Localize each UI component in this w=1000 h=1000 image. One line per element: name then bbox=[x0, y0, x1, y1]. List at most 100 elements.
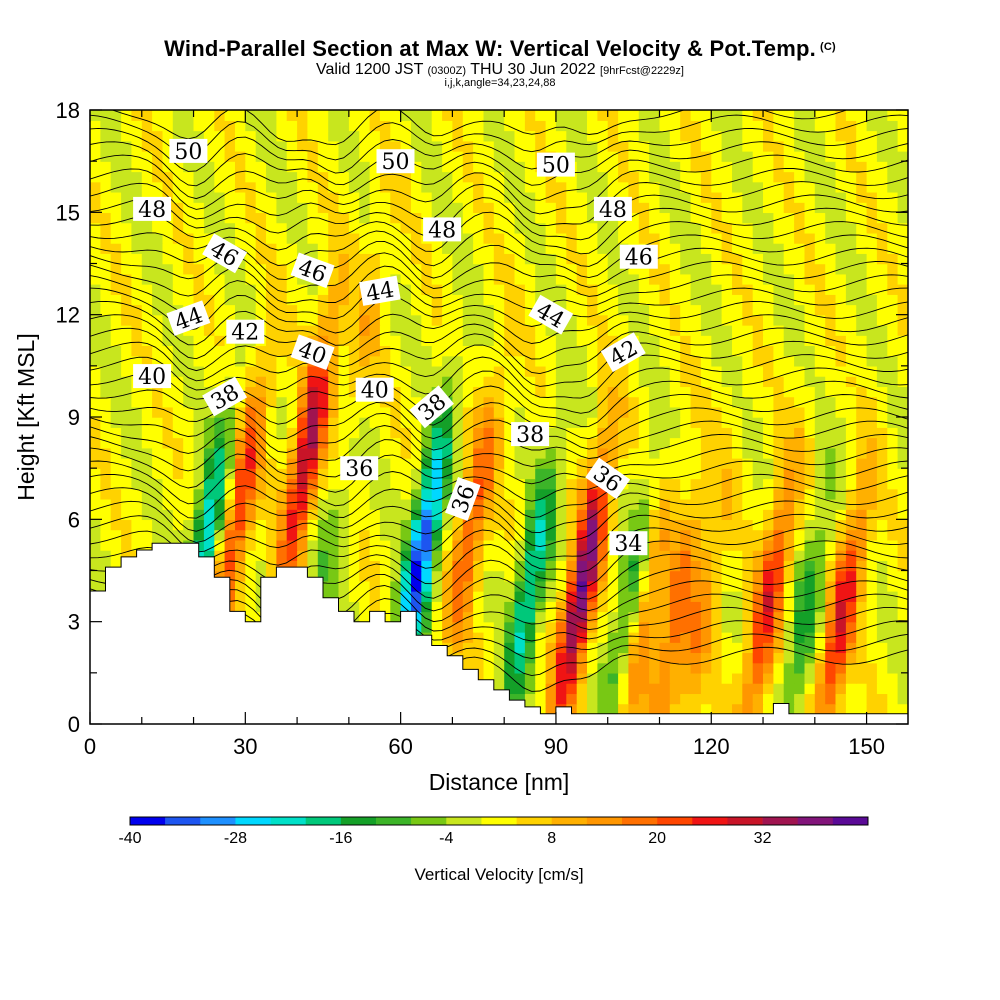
velocity-cell bbox=[121, 345, 133, 357]
velocity-cell bbox=[369, 478, 381, 490]
velocity-cell bbox=[390, 601, 402, 613]
velocity-cell bbox=[680, 324, 692, 336]
velocity-cell bbox=[773, 427, 785, 439]
velocity-cell bbox=[711, 161, 723, 173]
velocity-cell bbox=[566, 488, 578, 500]
velocity-cell bbox=[442, 335, 454, 347]
velocity-cell bbox=[845, 324, 857, 336]
velocity-cell bbox=[245, 222, 257, 234]
velocity-cell bbox=[897, 345, 908, 357]
velocity-cell bbox=[649, 376, 661, 388]
velocity-cell bbox=[628, 191, 640, 203]
velocity-cell bbox=[473, 181, 485, 193]
velocity-cell bbox=[100, 130, 112, 142]
velocity-cell bbox=[618, 703, 630, 715]
velocity-cell bbox=[431, 550, 443, 561]
velocity-cell bbox=[814, 560, 826, 572]
velocity-cell bbox=[462, 396, 474, 408]
velocity-cell bbox=[845, 191, 857, 203]
velocity-cell bbox=[245, 406, 257, 418]
velocity-cell bbox=[514, 447, 526, 459]
theta-label: 48 bbox=[133, 196, 172, 223]
velocity-cell bbox=[700, 324, 712, 336]
velocity-cell bbox=[607, 396, 619, 408]
velocity-cell bbox=[638, 365, 650, 377]
velocity-cell bbox=[669, 437, 681, 449]
velocity-cell bbox=[224, 488, 236, 500]
velocity-cell bbox=[193, 345, 205, 357]
forecast-info: [9hrFcst@2229z] bbox=[600, 65, 684, 77]
velocity-cell bbox=[742, 519, 754, 531]
velocity-cell bbox=[814, 345, 826, 357]
velocity-cell bbox=[141, 437, 153, 449]
velocity-cell bbox=[255, 488, 267, 500]
velocity-cell bbox=[473, 140, 485, 152]
velocity-cell bbox=[783, 222, 795, 234]
velocity-cell bbox=[618, 611, 630, 623]
velocity-cell bbox=[700, 652, 712, 664]
velocity-cell bbox=[690, 560, 702, 572]
velocity-cell bbox=[245, 140, 257, 152]
velocity-cell bbox=[224, 191, 236, 203]
velocity-cell bbox=[866, 335, 878, 347]
velocity-cell bbox=[317, 120, 329, 132]
velocity-cell bbox=[442, 263, 454, 275]
velocity-cell bbox=[421, 304, 433, 316]
velocity-cell bbox=[545, 672, 557, 684]
velocity-cell bbox=[773, 222, 785, 234]
velocity-cell bbox=[545, 253, 557, 265]
velocity-cell bbox=[566, 662, 578, 674]
velocity-cell bbox=[638, 140, 650, 152]
velocity-cell bbox=[162, 294, 174, 306]
velocity-cell bbox=[773, 212, 785, 224]
velocity-cell bbox=[700, 468, 712, 480]
velocity-cell bbox=[566, 672, 578, 684]
velocity-cell bbox=[390, 345, 402, 357]
velocity-cell bbox=[328, 355, 340, 367]
velocity-cell bbox=[535, 447, 547, 459]
velocity-cell bbox=[566, 355, 578, 367]
velocity-cell bbox=[183, 509, 195, 521]
velocity-cell bbox=[887, 355, 899, 367]
velocity-cell bbox=[659, 345, 671, 357]
velocity-cell bbox=[110, 396, 122, 408]
velocity-cell bbox=[649, 406, 661, 418]
velocity-cell bbox=[307, 120, 319, 132]
velocity-cell bbox=[307, 222, 319, 234]
velocity-cell bbox=[866, 140, 878, 152]
velocity-cell bbox=[442, 447, 454, 459]
velocity-cell bbox=[266, 498, 278, 510]
velocity-cell bbox=[680, 345, 692, 357]
velocity-cell bbox=[876, 621, 888, 633]
velocity-cell bbox=[752, 631, 764, 643]
velocity-cell bbox=[141, 171, 153, 183]
velocity-cell bbox=[794, 284, 806, 295]
velocity-cell bbox=[711, 110, 723, 121]
velocity-cell bbox=[359, 171, 371, 183]
velocity-cell bbox=[504, 294, 516, 306]
velocity-cell bbox=[866, 120, 878, 132]
velocity-cell bbox=[307, 488, 319, 500]
velocity-cell bbox=[742, 202, 754, 214]
velocity-cell bbox=[328, 386, 340, 398]
velocity-cell bbox=[628, 693, 640, 705]
velocity-cell bbox=[845, 683, 857, 695]
velocity-cell bbox=[597, 519, 609, 531]
colorbar-swatch bbox=[481, 817, 517, 825]
velocity-cell bbox=[845, 406, 857, 418]
velocity-cell bbox=[348, 560, 360, 572]
velocity-cell bbox=[638, 120, 650, 132]
theta-label-text: 38 bbox=[516, 423, 544, 448]
velocity-cell bbox=[245, 591, 257, 602]
velocity-cell bbox=[700, 396, 712, 408]
velocity-cell bbox=[286, 519, 298, 531]
velocity-cell bbox=[172, 284, 184, 295]
velocity-cell bbox=[876, 672, 888, 684]
velocity-cell bbox=[690, 171, 702, 183]
velocity-cell bbox=[897, 601, 908, 613]
velocity-cell bbox=[483, 457, 495, 469]
velocity-cell bbox=[297, 498, 309, 510]
velocity-cell bbox=[307, 161, 319, 173]
theta-label-text: 50 bbox=[542, 154, 570, 179]
velocity-cell bbox=[172, 386, 184, 398]
